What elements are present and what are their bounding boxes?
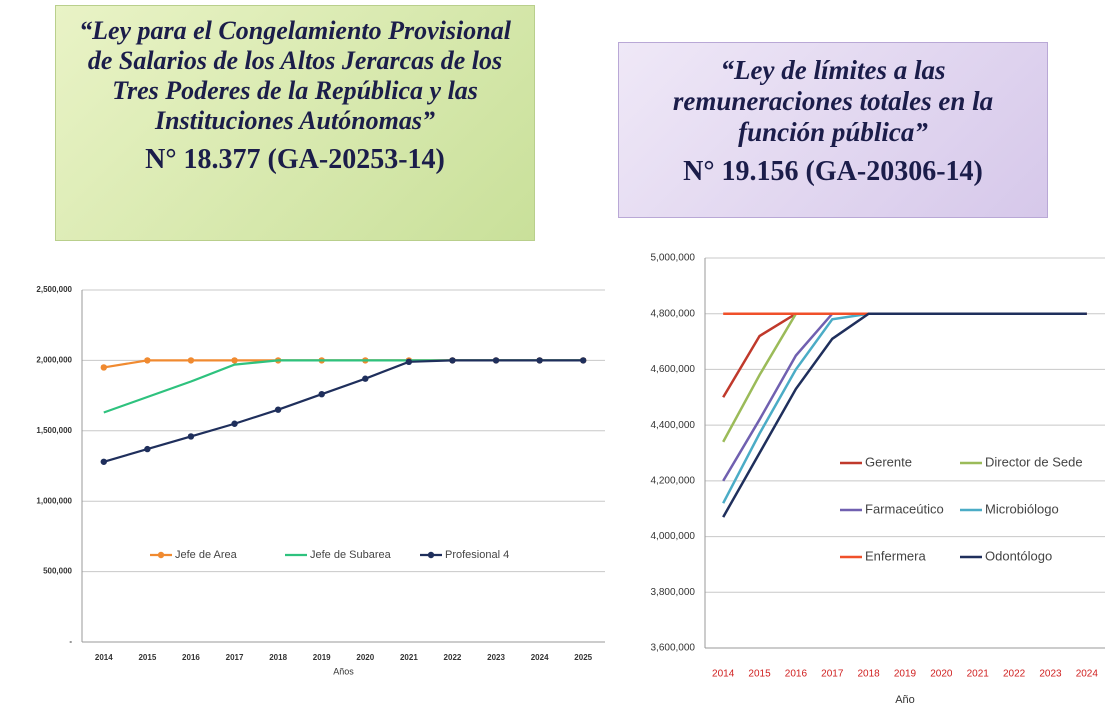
legend-marker (427, 551, 435, 559)
y-tick-label: 4,200,000 (651, 475, 696, 486)
y-tick-label: 2,500,000 (36, 285, 72, 294)
data-point (100, 458, 107, 465)
x-tick-label: 2015 (138, 653, 156, 662)
legend-label: Director de Sede (985, 454, 1083, 469)
x-tick-label: 2017 (226, 653, 244, 662)
x-tick-label: 2014 (712, 669, 735, 680)
x-tick-label: 2017 (821, 669, 844, 680)
x-tick-label: 2014 (95, 653, 113, 662)
legend-label: Microbiólogo (985, 501, 1059, 516)
data-point (231, 357, 238, 364)
y-tick-label: 1,500,000 (36, 426, 72, 435)
x-tick-label: 2016 (785, 669, 808, 680)
data-point (274, 406, 282, 413)
data-point (187, 433, 195, 440)
x-tick-label: 2025 (574, 653, 592, 662)
x-tick-label: 2021 (967, 669, 990, 680)
y-tick-label: 4,800,000 (651, 308, 696, 319)
x-tick-label: 2018 (858, 669, 881, 680)
legend-label: Farmaceútico (865, 501, 944, 516)
x-tick-label: 2018 (269, 653, 287, 662)
y-tick-label: 4,000,000 (651, 531, 696, 542)
x-tick-label: 2024 (1076, 669, 1099, 680)
y-tick-label: - (69, 637, 72, 646)
y-tick-label: 4,600,000 (651, 364, 696, 375)
legend-marker (157, 551, 165, 559)
data-point (144, 445, 151, 453)
data-point (405, 358, 413, 366)
legend-label: Enfermera (865, 548, 926, 563)
y-tick-label: 4,400,000 (651, 420, 696, 431)
title-box: “Ley para el Congelamiento Provisional d… (55, 5, 535, 241)
law-title: “Ley para el Congelamiento Provisional d… (79, 16, 511, 135)
x-tick-label: 2019 (894, 669, 917, 680)
data-point (100, 364, 107, 371)
law-title: “Ley de límites a las remuneraciones tot… (672, 55, 994, 147)
y-tick-label: 2,000,000 (36, 356, 72, 365)
law-number: N° 18.377 (GA-20253-14) (145, 144, 445, 175)
data-point (449, 357, 456, 364)
legend-label: Jefe de Subarea (310, 549, 392, 561)
y-tick-label: 500,000 (43, 567, 72, 576)
law-number: N° 19.156 (GA-20306-14) (683, 156, 983, 187)
legend-label: Profesional 4 (445, 549, 509, 561)
data-point (492, 357, 500, 364)
y-tick-label: 1,000,000 (36, 496, 72, 505)
x-tick-label: 2022 (444, 653, 462, 662)
x-tick-label: 2024 (531, 653, 549, 662)
x-tick-label: 2016 (182, 653, 200, 662)
data-point (231, 420, 238, 427)
x-tick-label: 2015 (748, 669, 771, 680)
x-tick-label: 2022 (1003, 669, 1026, 680)
x-tick-label: 2023 (1039, 669, 1062, 680)
x-tick-label: 2020 (930, 669, 953, 680)
legend-label: Odontólogo (985, 548, 1052, 563)
y-tick-label: 3,800,000 (651, 587, 696, 598)
data-point (318, 390, 325, 398)
series-line (722, 312, 1087, 398)
x-tick-label: 2020 (356, 653, 374, 662)
data-point (187, 357, 195, 364)
data-point (362, 375, 369, 382)
legend-label: Jefe de Area (175, 549, 238, 561)
data-point (536, 357, 543, 364)
title-box: “Ley de límites a las remuneraciones tot… (618, 42, 1048, 218)
x-tick-label: 2021 (400, 653, 418, 662)
series-line (722, 312, 1087, 518)
x-axis-label: Años (333, 666, 354, 676)
x-tick-label: 2023 (487, 653, 505, 662)
data-point (144, 357, 151, 364)
data-point (580, 357, 587, 364)
y-tick-label: 3,600,000 (651, 643, 696, 654)
x-tick-label: 2019 (313, 653, 331, 662)
y-tick-label: 5,000,000 (651, 253, 696, 264)
series-line (103, 359, 584, 463)
x-axis-label: Año (895, 694, 915, 706)
legend-label: Gerente (865, 454, 912, 469)
